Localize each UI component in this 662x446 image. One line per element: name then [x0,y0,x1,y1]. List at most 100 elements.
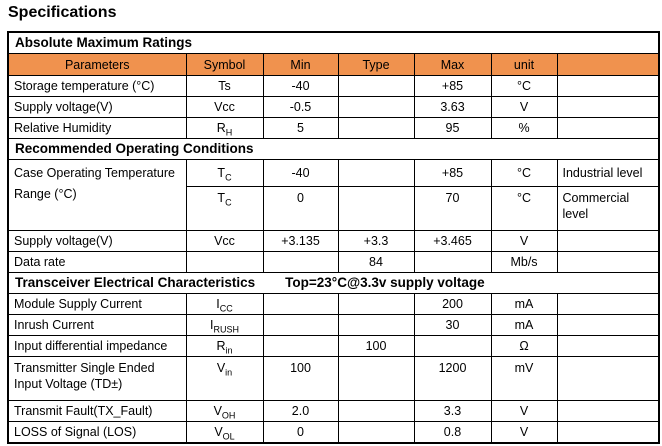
column-header-row: Parameters Symbol Min Type Max unit [7,53,660,76]
table-row: Transmit Fault(TX_Fault) VOH 2.0 3.3 V [7,400,660,422]
symbol-sub: CC [219,303,233,314]
table-row: Relative Humidity RH 5 95 % [7,117,660,139]
note-cell [556,335,660,357]
symbol-cell: Ts [185,75,264,97]
section-header-row: Transceiver Electrical Characteristics To… [7,272,660,294]
note-cell [556,293,660,315]
symbol-cell: ICC [185,293,264,315]
param-cell: Inrush Current [7,314,187,336]
min-cell: 100 [262,356,339,401]
symbol-base: V [213,404,222,418]
max-cell: 3.63 [413,96,492,118]
symbol-base: Vcc [214,100,235,114]
symbol-base: T [217,191,226,205]
max-cell [413,251,492,273]
max-cell: 95 [413,117,492,139]
symbol-cell: IRUSH [185,314,264,336]
note-cell [556,75,660,97]
column-header-type: Type [337,53,415,76]
symbol-base: V [214,425,223,439]
symbol-cell [185,251,264,273]
note-cell [556,230,660,252]
symbol-base: R [216,339,226,353]
type-cell [337,400,415,422]
note-cell: Industrial level [556,159,660,187]
unit-cell: V [490,230,558,252]
min-cell: -40 [262,75,339,97]
unit-cell: % [490,117,558,139]
table-row: Inrush Current IRUSH 30 mA [7,314,660,336]
min-cell: -0.5 [262,96,339,118]
max-cell: 0.8 [413,421,492,444]
param-cell: Module Supply Current [7,293,187,315]
column-header-symbol: Symbol [185,53,264,76]
specifications-table: Absolute Maximum Ratings Parameters Symb… [7,31,661,444]
param-cell: Case Operating Temperature Range (°C) [7,159,187,231]
table-row: LOSS of Signal (LOS) VOL 0 0.8 V [7,421,660,444]
symbol-sub: OL [222,431,235,442]
unit-cell: °C [490,159,558,187]
symbol-cell: TC [185,186,264,231]
note-cell [556,96,660,118]
max-cell: 30 [413,314,492,336]
note-cell [556,356,660,401]
note-cell [556,314,660,336]
min-cell [262,314,339,336]
type-cell [337,96,415,118]
param-cell: Supply voltage(V) [7,96,187,118]
column-header-max: Max [413,53,492,76]
type-cell [337,421,415,444]
symbol-cell: RH [185,117,264,139]
param-cell: Supply voltage(V) [7,230,187,252]
min-cell [262,293,339,315]
symbol-sub: in [225,367,233,378]
column-header-parameters: Parameters [7,53,187,76]
symbol-base: R [216,121,226,135]
min-cell: 2.0 [262,400,339,422]
symbol-sub: RUSH [213,324,239,335]
table-row: Input differential impedance Rin 100 Ω [7,335,660,357]
min-cell: 0 [262,186,339,231]
unit-cell: mV [490,356,558,401]
symbol-sub: in [225,345,233,356]
column-header-unit: unit [490,53,558,76]
max-cell: +85 [413,159,492,187]
max-cell: +3.465 [413,230,492,252]
unit-cell: mA [490,293,558,315]
unit-cell: Ω [490,335,558,357]
section-condition-text: Top=23°C@3.3v supply voltage [285,275,485,290]
symbol-cell: Vcc [185,230,264,252]
max-cell: 200 [413,293,492,315]
section-title-transceiver: Transceiver Electrical Characteristics To… [7,272,660,294]
type-cell [337,117,415,139]
symbol-base: I [210,318,214,332]
min-cell: +3.135 [262,230,339,252]
type-cell [337,186,415,231]
table-row: Transmitter Single Ended Input Voltage (… [7,356,660,401]
param-cell: Transmitter Single Ended Input Voltage (… [7,356,187,401]
min-cell: 5 [262,117,339,139]
symbol-cell: Vin [185,356,264,401]
max-cell: 1200 [413,356,492,401]
table-row: Case Operating Temperature Range (°C) TC… [7,159,660,231]
column-header-min: Min [262,53,339,76]
max-cell: +85 [413,75,492,97]
page-title: Specifications [8,4,117,21]
symbol-sub: OH [221,410,236,421]
unit-cell: V [490,96,558,118]
type-cell: 100 [337,335,415,357]
max-cell: 70 [413,186,492,231]
note-cell [556,117,660,139]
unit-cell: °C [490,75,558,97]
unit-cell: V [490,421,558,444]
param-cell: Storage temperature (°C) [7,75,187,97]
type-cell [337,75,415,97]
symbol-base: T [217,166,226,180]
unit-cell: Mb/s [490,251,558,273]
min-cell: 0 [262,421,339,444]
note-cell [556,400,660,422]
table-row: Data rate 84 Mb/s [7,251,660,273]
table-row: Supply voltage(V) Vcc +3.135 +3.3 +3.465… [7,230,660,252]
type-cell: 84 [337,251,415,273]
